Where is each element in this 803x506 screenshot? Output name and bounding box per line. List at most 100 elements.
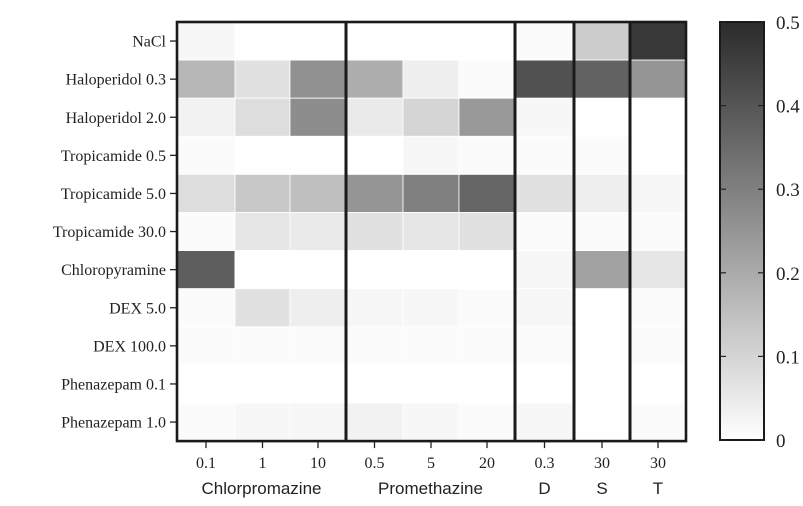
row-label: Phenazepam 0.1 xyxy=(61,376,166,393)
heatmap-cell xyxy=(289,212,347,251)
heatmap-cell xyxy=(289,21,347,61)
heatmap-cell xyxy=(573,97,631,137)
heatmap-cell xyxy=(176,364,236,404)
column-label: 5 xyxy=(427,455,435,472)
heatmap-cell xyxy=(345,173,404,213)
heatmap-cell xyxy=(234,402,291,442)
heatmap-cell xyxy=(629,250,687,290)
column-label: 20 xyxy=(479,455,495,472)
heatmap-cell xyxy=(458,364,516,404)
heatmap-cell xyxy=(345,402,404,442)
heatmap-cell xyxy=(402,212,460,251)
heatmap-cell xyxy=(234,21,291,61)
heatmap-cell xyxy=(573,212,631,251)
heatmap-cell xyxy=(345,326,404,366)
heatmap-cell xyxy=(514,212,575,251)
heatmap-cell xyxy=(289,59,347,99)
heatmap-cell xyxy=(345,21,404,61)
column-group-label: Promethazine xyxy=(378,479,483,498)
heatmap-cell xyxy=(402,250,460,290)
heatmap-cell xyxy=(458,59,516,99)
heatmap-cell xyxy=(573,364,631,404)
heatmap-cell xyxy=(176,21,236,61)
heatmap-cell xyxy=(402,173,460,213)
heatmap-cell xyxy=(176,402,236,442)
row-label: NaCl xyxy=(132,34,166,51)
heatmap-cell xyxy=(289,250,347,290)
row-label: Tropicamide 0.5 xyxy=(61,148,166,165)
heatmap-cell xyxy=(514,173,575,213)
row-label: Chloropyramine xyxy=(61,262,166,279)
row-label: DEX 100.0 xyxy=(93,338,166,355)
heatmap-cell xyxy=(458,135,516,175)
column-label: 0.3 xyxy=(535,455,555,472)
heatmap-cell xyxy=(234,135,291,175)
column-group-label: T xyxy=(653,479,663,498)
heatmap-cell xyxy=(234,250,291,290)
heatmap-cell xyxy=(514,326,575,366)
colorbar-tick-label: 0.4 xyxy=(776,97,800,118)
heatmap-cell xyxy=(514,59,575,99)
heatmap-cell xyxy=(458,21,516,61)
colorbar: 0 0.1 0.2 0.3 0.4 0.5 xyxy=(719,13,800,452)
heatmap-cell xyxy=(458,402,516,442)
heatmap-cell xyxy=(573,250,631,290)
heatmap-cell xyxy=(514,402,575,442)
column-label: 30 xyxy=(650,455,666,472)
heatmap-cell xyxy=(458,250,516,290)
colorbar-tick-label: 0.2 xyxy=(776,264,800,285)
heatmap-cell xyxy=(345,364,404,404)
heatmap-cell xyxy=(176,326,236,366)
heatmap-cell xyxy=(289,326,347,366)
heatmap-cell xyxy=(458,97,516,137)
heatmap-cell xyxy=(289,364,347,404)
heatmap-cell xyxy=(458,173,516,213)
heatmap-cell xyxy=(176,288,236,328)
heatmap-cell xyxy=(234,173,291,213)
heatmap-cell xyxy=(345,97,404,137)
heatmap-cell xyxy=(234,59,291,99)
heatmap-cell xyxy=(629,97,687,137)
column-labels: 0.1 1 10 0.5 5 20 0.3 30 30 xyxy=(196,441,666,472)
heatmap-cell xyxy=(289,135,347,175)
row-label: Tropicamide 30.0 xyxy=(53,224,166,241)
colorbar-tick-label: 0.1 xyxy=(776,347,800,368)
row-label: Haloperidol 0.3 xyxy=(66,72,166,89)
colorbar-tick-label: 0.5 xyxy=(776,13,800,34)
heatmap-cell xyxy=(458,288,516,328)
row-label: Tropicamide 5.0 xyxy=(61,186,166,203)
heatmap-cell xyxy=(234,364,291,404)
heatmap-cell xyxy=(514,288,575,328)
heatmap-cell xyxy=(573,288,631,328)
colorbar-gradient xyxy=(719,21,765,441)
heatmap-cell xyxy=(289,173,347,213)
heatmap-cell xyxy=(514,135,575,175)
heatmap-cell xyxy=(402,364,460,404)
heatmap-cell xyxy=(402,326,460,366)
heatmap-cell xyxy=(176,135,236,175)
row-label: Phenazepam 1.0 xyxy=(61,415,166,432)
heatmap-cell xyxy=(514,364,575,404)
heatmap-cell xyxy=(402,21,460,61)
heatmap-cells xyxy=(176,21,687,442)
heatmap-cell xyxy=(234,326,291,366)
heatmap-cell xyxy=(514,21,575,61)
column-label: 0.5 xyxy=(365,455,385,472)
column-label: 10 xyxy=(310,455,326,472)
heatmap-cell xyxy=(234,97,291,137)
heatmap-cell xyxy=(573,402,631,442)
heatmap-cell xyxy=(458,212,516,251)
heatmap-cell xyxy=(176,212,236,251)
colorbar-tick-label: 0.3 xyxy=(776,180,800,201)
heatmap-cell xyxy=(234,288,291,328)
column-group-label: D xyxy=(538,479,550,498)
heatmap-cell xyxy=(345,135,404,175)
heatmap-cell xyxy=(629,326,687,366)
heatmap-cell xyxy=(629,288,687,328)
heatmap-cell xyxy=(402,135,460,175)
heatmap-cell xyxy=(345,250,404,290)
row-label: DEX 5.0 xyxy=(109,300,166,317)
heatmap-cell xyxy=(289,288,347,328)
heatmap-cell xyxy=(629,173,687,213)
